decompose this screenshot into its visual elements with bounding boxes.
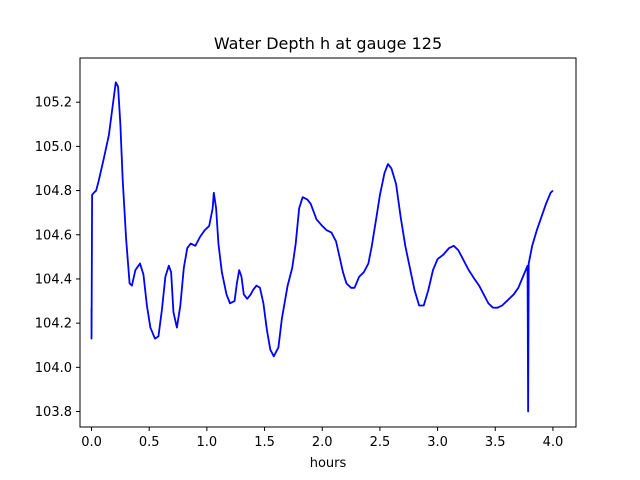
y-tick-label: 104.4 — [35, 272, 72, 287]
x-axis-label: hours — [310, 456, 347, 471]
x-tick-label: 0.0 — [81, 435, 102, 450]
plot-area — [90, 81, 554, 413]
x-tick-label: 4.0 — [543, 435, 564, 450]
series-line — [90, 81, 554, 413]
x-tick-label: 1.5 — [254, 435, 275, 450]
y-tick-label: 104.2 — [35, 317, 72, 332]
y-tick-label: 104.8 — [35, 184, 72, 199]
x-tick-label: 3.5 — [485, 435, 506, 450]
chart-title: Water Depth h at gauge 125 — [214, 34, 442, 53]
x-tick-label: 2.0 — [312, 435, 333, 450]
x-axis: 0.0 0.5 1.0 1.5 2.0 2.5 3.0 3.5 4.0 — [81, 427, 563, 450]
y-tick-label: 105.0 — [35, 140, 72, 155]
x-tick-label: 2.5 — [370, 435, 391, 450]
x-tick-label: 0.5 — [139, 435, 160, 450]
y-tick-label: 103.8 — [35, 405, 72, 420]
y-tick-label: 104.0 — [35, 361, 72, 376]
x-tick-label: 1.0 — [197, 435, 218, 450]
y-axis: 103.8 104.0 104.2 104.4 104.6 104.8 105.0 105.2 — [35, 96, 80, 420]
plot-frame — [79, 57, 577, 428]
x-tick-label: 3.0 — [427, 435, 448, 450]
y-tick-label: 104.6 — [35, 228, 72, 243]
y-tick-label: 105.2 — [35, 96, 72, 111]
